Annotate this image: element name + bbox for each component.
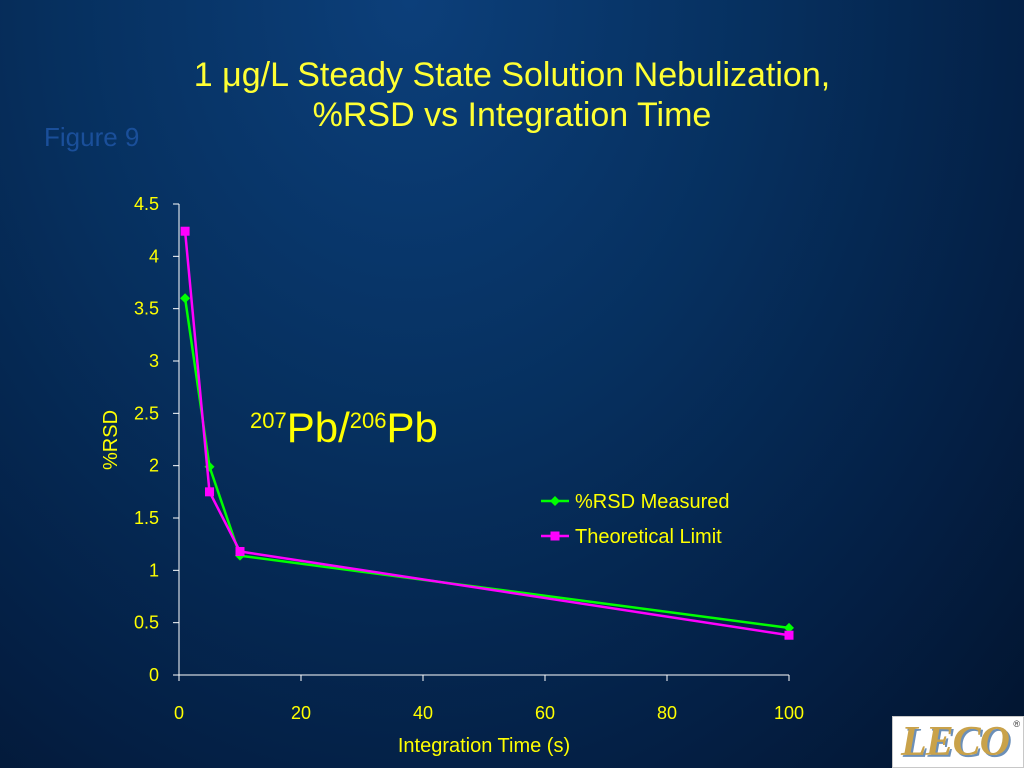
legend-swatch-marker (550, 531, 560, 541)
y-tick-label: 3.5 (134, 299, 159, 319)
x-tick-label: 20 (291, 703, 311, 723)
x-tick-label: 40 (413, 703, 433, 723)
data-point (784, 630, 794, 640)
x-tick-label: 100 (774, 703, 804, 723)
y-tick-label: 2 (149, 456, 159, 476)
y-tick-label: 0.5 (134, 613, 159, 633)
leco-logo: LECO ® (892, 716, 1024, 768)
series-line (183, 231, 790, 637)
data-point (784, 622, 794, 633)
registered-mark: ® (1013, 719, 1020, 729)
series-line (183, 298, 790, 630)
annotation-part: Pb/ (287, 404, 350, 451)
series-theoretical-limit (180, 226, 794, 640)
legend-label: %RSD Measured (575, 491, 730, 513)
y-axis-label: %RSD (100, 410, 122, 470)
y-tick-label: 4.5 (134, 194, 159, 214)
data-point (235, 546, 245, 556)
annotation-part: 206 (350, 408, 387, 433)
x-tick-label: 80 (657, 703, 677, 723)
y-tick-label: 0 (149, 665, 159, 685)
figure-label: Figure 9 (44, 122, 140, 152)
y-tick-label: 1.5 (134, 508, 159, 528)
title-line-2: %RSD vs Integration Time (312, 96, 712, 134)
annotation-part: Pb (386, 404, 437, 451)
axes: 0 0.5 1 1.5 2 2.5 3 3.5 4 4.5 0 20 40 60 80 100 (134, 194, 804, 723)
series-layer (180, 226, 794, 640)
x-tick-label: 60 (535, 703, 555, 723)
title-line-1: 1 μg/L Steady State Solution Nebulizatio… (193, 56, 831, 94)
slide-title: 1 μg/L Steady State Solution Nebulizatio… (0, 55, 1024, 135)
y-tick-label: 4 (149, 246, 159, 266)
data-point (180, 226, 190, 236)
legend-label: Theoretical Limit (575, 526, 722, 548)
x-axis-label: Integration Time (s) (398, 735, 570, 757)
legend: %RSD Measured Theoretical Limit (541, 491, 730, 548)
y-tick-label: 2.5 (134, 403, 159, 423)
data-point (180, 293, 191, 304)
data-point (205, 487, 214, 497)
y-tick-label: 1 (149, 560, 159, 580)
x-tick-label: 0 (174, 703, 184, 723)
annotation-part: 207 (250, 408, 287, 433)
series-measured (180, 293, 794, 633)
legend-swatch-marker (550, 496, 560, 506)
isotope-ratio-annotation: 207Pb/206Pb (250, 404, 438, 451)
y-tick-label: 3 (149, 351, 159, 371)
logo-wordmark: LECO (901, 719, 1010, 765)
